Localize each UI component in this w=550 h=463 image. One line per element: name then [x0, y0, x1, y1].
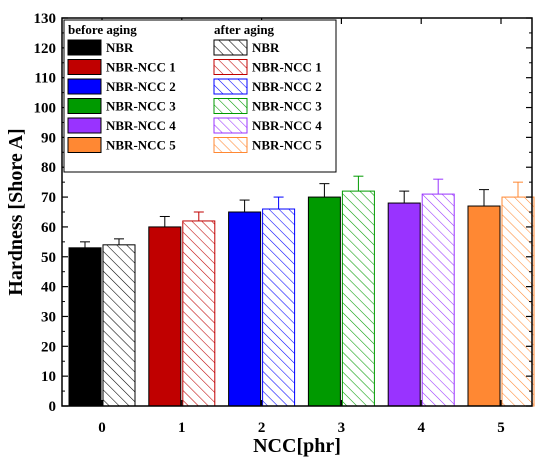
y-axis-title: Hardness [Shore A]: [5, 128, 27, 295]
legend-box: [63, 19, 337, 173]
x-tick-label: 1: [178, 420, 186, 436]
legend-label-before-3: NBR-NCC 2: [106, 79, 176, 94]
y-tick-label: 40: [41, 280, 56, 296]
plot-layer: [68, 175, 535, 407]
bar-after-4: [421, 193, 455, 407]
x-tick-label: 4: [417, 420, 425, 436]
legend-swatch-before-3: [67, 78, 102, 95]
legend-swatch-after-6: [213, 137, 248, 153]
x-tick-label: 5: [497, 420, 505, 436]
bar-before-0: [68, 247, 102, 407]
legend-label-after-1: NBR: [252, 40, 280, 55]
y-tick-label: 100: [34, 101, 57, 117]
legend-label-after-3: NBR-NCC 2: [252, 79, 322, 94]
legend-header-before: before aging: [68, 22, 137, 37]
y-tick-label: 70: [41, 190, 56, 206]
legend-header-after: after aging: [214, 22, 275, 37]
legend-swatch-before-5: [67, 117, 102, 134]
legend-label-before-6: NBR-NCC 5: [106, 138, 176, 153]
legend-label-before-4: NBR-NCC 3: [106, 99, 176, 114]
bar-before-4: [387, 202, 421, 407]
legend-swatch-before-1: [67, 39, 102, 56]
bar-after-3: [341, 190, 375, 407]
y-tick-label: 30: [41, 309, 56, 325]
y-tick-label: 10: [41, 369, 56, 385]
x-tick-label: 2: [258, 420, 266, 436]
legend-label-before-2: NBR-NCC 1: [106, 60, 176, 75]
bar-before-3: [307, 196, 341, 407]
legend-swatch-after-5: [213, 117, 248, 134]
y-tick-label: 110: [34, 71, 56, 87]
legend-label-before-5: NBR-NCC 4: [106, 118, 176, 133]
legend-label-after-6: NBR-NCC 5: [252, 138, 322, 153]
legend-swatch-after-3: [213, 78, 248, 95]
bar-before-5: [467, 205, 501, 407]
y-tick-label: 80: [41, 160, 56, 176]
y-tick-label: 0: [49, 399, 57, 415]
bar-before-1: [148, 226, 182, 407]
y-tick-label: 50: [41, 250, 56, 266]
y-tick-label: 130: [34, 11, 57, 27]
x-axis-title: NCC[phr]: [253, 435, 341, 457]
legend-label-before-1: NBR: [106, 40, 134, 55]
y-tick-label: 20: [41, 339, 56, 355]
bar-after-0: [102, 244, 136, 407]
x-tick-label: 0: [98, 420, 106, 436]
axis-layer: 0 10 20 30 40 50 60 70 80 90 100 110 120 130 0 1 2 3 4 5 NCC…: [5, 11, 533, 457]
legend-swatch-after-2: [213, 59, 248, 75]
bar-after-1: [182, 220, 216, 407]
legend-swatch-after-1: [213, 39, 248, 56]
y-tick-label: 120: [34, 41, 57, 57]
legend-label-after-4: NBR-NCC 3: [252, 99, 322, 114]
y-tick-label: 90: [41, 130, 56, 146]
legend: before aging after aging NBR NBR NBR-NCC 1 NB…: [63, 19, 337, 173]
bar-before-2: [228, 211, 262, 407]
x-tick-label: 3: [338, 420, 346, 436]
legend-swatch-after-4: [213, 98, 248, 114]
legend-label-after-2: NBR-NCC 1: [252, 60, 322, 75]
legend-swatch-before-2: [67, 59, 102, 75]
bar-after-2: [262, 208, 296, 407]
legend-swatch-before-6: [67, 137, 102, 153]
legend-swatch-before-4: [67, 98, 102, 114]
y-tick-label: 60: [41, 220, 56, 236]
legend-label-after-5: NBR-NCC 4: [252, 118, 322, 133]
